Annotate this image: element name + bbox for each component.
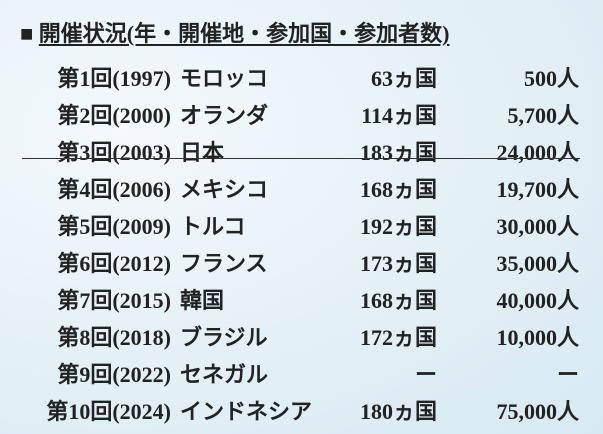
participants: 35,000人 xyxy=(496,251,579,276)
participants: 5,700人 xyxy=(507,103,579,128)
edition: 第2回(2000) xyxy=(57,103,171,128)
host: ブラジル xyxy=(180,325,268,350)
countries: ー xyxy=(414,362,437,387)
table-row: 第4回(2006) メキシコ 168ヵ国 19,700人 xyxy=(0,166,603,203)
participants: 24,000人 xyxy=(496,140,579,165)
edition: 第10回(2024) xyxy=(46,399,171,424)
host: セネガル xyxy=(180,362,269,387)
edition: 第6回(2012) xyxy=(57,251,171,276)
host: 韓国 xyxy=(180,288,225,313)
title-marker: ■ xyxy=(20,21,34,46)
host: フランス xyxy=(180,251,268,276)
participants: 10,000人 xyxy=(496,325,579,350)
table-row: 第9回(2022) セネガル ー ー xyxy=(0,351,603,388)
participants: 500人 xyxy=(523,66,579,91)
host: トルコ xyxy=(180,214,246,239)
host: モロッコ xyxy=(180,66,269,91)
edition: 第3回(2003) xyxy=(57,140,171,165)
edition: 第1回(1997) xyxy=(57,66,171,91)
table: 第1回(1997) モロッコ 63ヵ国 500人第2回(2000) オランダ 114ヵ国 5… xyxy=(0,55,603,425)
participants: ー xyxy=(556,362,579,387)
countries: 173ヵ国 xyxy=(359,251,437,276)
table-row: 第7回(2015) 韓国 168ヵ国 40,000人 xyxy=(0,277,603,314)
title-text: 開催状況(年・開催地・参加国・参加者数) xyxy=(38,21,450,46)
host: オランダ xyxy=(180,103,269,128)
table-row: 第10回(2024) インドネシア 180ヵ国 75,000人 xyxy=(0,388,603,425)
countries: 183ヵ国 xyxy=(359,140,437,165)
separator xyxy=(22,158,580,159)
edition: 第9回(2022) xyxy=(57,362,171,387)
countries: 168ヵ国 xyxy=(359,288,437,313)
host: 日本 xyxy=(180,140,225,165)
table-row: 第3回(2003) 日本 183ヵ国 24,000人 xyxy=(0,129,603,166)
table-row: 第6回(2012) フランス 173ヵ国 35,000人 xyxy=(0,240,603,277)
table-row: 第2回(2000) オランダ 114ヵ国 5,700人 xyxy=(0,92,603,129)
countries: 180ヵ国 xyxy=(359,399,437,424)
host: インドネシア xyxy=(180,399,313,424)
participants: 30,000人 xyxy=(496,214,579,239)
countries: 192ヵ国 xyxy=(359,214,437,239)
participants: 19,700人 xyxy=(496,177,579,202)
edition: 第7回(2015) xyxy=(57,288,171,313)
countries: 168ヵ国 xyxy=(359,177,437,202)
participants: 40,000人 xyxy=(496,288,579,313)
countries: 63ヵ国 xyxy=(370,66,437,91)
table-row: 第8回(2018) ブラジル 172ヵ国 10,000人 xyxy=(0,314,603,351)
countries: 114ヵ国 xyxy=(361,103,437,128)
host: メキシコ xyxy=(180,177,269,202)
table-row: 第1回(1997) モロッコ 63ヵ国 500人 xyxy=(0,55,603,92)
participants: 75,000人 xyxy=(496,399,579,424)
edition: 第8回(2018) xyxy=(57,325,171,350)
title: ■ 開催状況(年・開催地・参加国・参加者数) xyxy=(20,16,449,48)
edition: 第5回(2009) xyxy=(57,214,171,239)
table-row: 第5回(2009) トルコ 192ヵ国 30,000人 xyxy=(0,203,603,240)
edition: 第4回(2006) xyxy=(57,177,171,202)
countries: 172ヵ国 xyxy=(359,325,437,350)
